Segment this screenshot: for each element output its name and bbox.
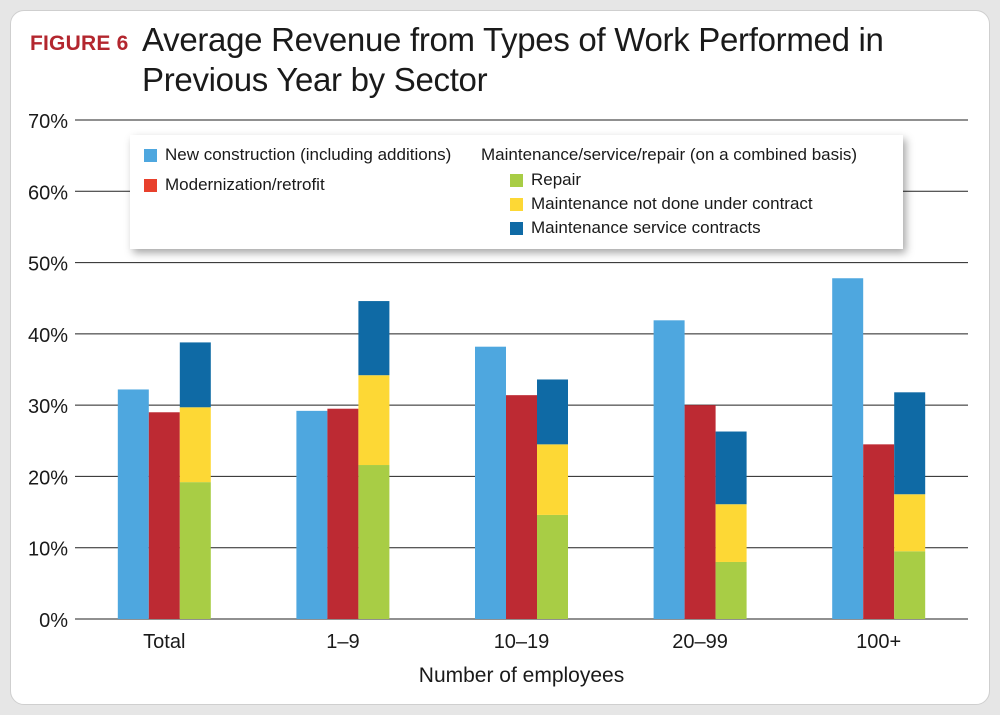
legend-swatch-repair bbox=[510, 173, 523, 187]
bar-maintenance-not-contract bbox=[179, 407, 211, 483]
bar-repair bbox=[894, 551, 926, 619]
figure-label: FIGURE 6 bbox=[30, 32, 129, 55]
bar-repair bbox=[179, 482, 211, 619]
legend-item-repair: Repair bbox=[510, 170, 581, 190]
legend-swatch-maintenance-not-contract bbox=[510, 197, 523, 211]
legend-label-repair: Repair bbox=[531, 170, 582, 189]
y-tick-label: 20% bbox=[28, 467, 68, 489]
bar-repair bbox=[537, 514, 568, 619]
legend-item-modernization: Modernization/retrofit bbox=[144, 175, 325, 195]
legend: New construction (including additions) M… bbox=[130, 135, 903, 249]
y-tick-label: 50% bbox=[28, 254, 68, 276]
bar-new-construction bbox=[832, 278, 864, 619]
legend-item-maintenance-service: Maintenance service contracts bbox=[510, 218, 761, 238]
y-tick-label: 0% bbox=[39, 610, 68, 632]
legend-swatch-modernization bbox=[144, 178, 157, 192]
bar-modernization bbox=[506, 395, 537, 619]
legend-label-maintenance-service: Maintenance service contracts bbox=[531, 218, 761, 237]
legend-label-new-construction: New construction (including additions) bbox=[165, 145, 452, 164]
bar-new-construction bbox=[475, 346, 506, 619]
x-tick-label: 100+ bbox=[856, 631, 901, 653]
bar-new-construction bbox=[117, 389, 149, 619]
bar-maintenance-not-contract bbox=[537, 444, 568, 515]
bar-maintenance-not-contract bbox=[358, 375, 390, 466]
bar-maintenance-service bbox=[894, 392, 926, 495]
bar-repair bbox=[358, 465, 390, 619]
legend-group-title: Maintenance/service/repair (on a combine… bbox=[481, 145, 858, 164]
bar-maintenance-service bbox=[537, 379, 568, 445]
bar-new-construction bbox=[653, 320, 685, 619]
bar-repair bbox=[715, 561, 747, 619]
bar-modernization bbox=[863, 444, 895, 619]
bar-modernization bbox=[148, 412, 180, 619]
x-tick-label: 1–9 bbox=[326, 631, 359, 653]
bar-maintenance-not-contract bbox=[894, 494, 926, 552]
y-tick-label: 40% bbox=[28, 325, 68, 347]
bar-modernization bbox=[684, 405, 716, 619]
y-tick-label: 10% bbox=[28, 539, 68, 561]
y-tick-label: 70% bbox=[28, 111, 68, 133]
chart-title: Average Revenue from Types of Work Perfo… bbox=[142, 21, 884, 98]
bar-maintenance-not-contract bbox=[715, 504, 747, 562]
legend-swatch-maintenance-service bbox=[510, 221, 523, 235]
bar-modernization bbox=[327, 408, 359, 619]
bar-new-construction bbox=[296, 410, 328, 619]
bar-maintenance-service bbox=[179, 342, 211, 408]
x-tick-label: 20–99 bbox=[672, 631, 728, 653]
legend-item-maintenance-not-contract: Maintenance not done under contract bbox=[510, 194, 813, 214]
x-tick-label: 10–19 bbox=[494, 631, 550, 653]
x-axis-title: Number of employees bbox=[419, 664, 624, 687]
x-tick-label: Total bbox=[143, 631, 185, 653]
bar-maintenance-service bbox=[715, 431, 747, 505]
legend-label-modernization: Modernization/retrofit bbox=[165, 175, 325, 194]
bar-maintenance-service bbox=[358, 301, 390, 376]
legend-item-new-construction: New construction (including additions) bbox=[144, 145, 451, 165]
y-tick-label: 30% bbox=[28, 396, 68, 418]
y-tick-label: 60% bbox=[28, 182, 68, 204]
legend-label-maintenance-not-contract: Maintenance not done under contract bbox=[531, 194, 813, 213]
legend-swatch-new-construction bbox=[144, 148, 157, 162]
